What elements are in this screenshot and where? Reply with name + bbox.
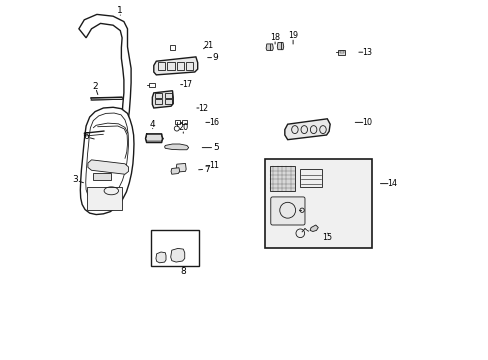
- Polygon shape: [164, 144, 188, 150]
- Text: 14: 14: [386, 179, 396, 188]
- Text: 16: 16: [208, 118, 219, 127]
- Text: 10: 10: [361, 118, 371, 127]
- Bar: [149, 83, 155, 87]
- Bar: [87, 187, 122, 210]
- Text: 1: 1: [117, 6, 123, 15]
- Polygon shape: [153, 57, 197, 75]
- Text: 18: 18: [269, 33, 280, 42]
- Bar: [169, 45, 175, 50]
- Text: 11: 11: [208, 161, 219, 170]
- Text: 7: 7: [203, 165, 209, 174]
- Polygon shape: [88, 160, 128, 174]
- Bar: [270, 166, 294, 191]
- Text: 15: 15: [322, 233, 332, 242]
- Text: 6: 6: [83, 132, 89, 141]
- Polygon shape: [79, 14, 131, 124]
- Text: 9: 9: [212, 53, 218, 62]
- Bar: [164, 99, 171, 104]
- Bar: [158, 62, 165, 70]
- Polygon shape: [91, 97, 122, 100]
- Bar: [164, 93, 171, 98]
- Bar: [265, 159, 371, 248]
- Text: 21: 21: [203, 40, 213, 49]
- Polygon shape: [85, 113, 128, 201]
- Polygon shape: [84, 131, 104, 136]
- Polygon shape: [277, 42, 283, 50]
- FancyBboxPatch shape: [270, 197, 305, 225]
- Bar: [155, 93, 162, 98]
- Bar: [155, 99, 162, 104]
- Bar: [174, 120, 180, 124]
- Bar: [177, 62, 183, 70]
- Text: 2: 2: [92, 82, 98, 91]
- Text: 13: 13: [361, 48, 371, 57]
- Polygon shape: [284, 119, 329, 140]
- Polygon shape: [156, 252, 166, 263]
- Text: 4: 4: [150, 120, 155, 129]
- Bar: [151, 230, 199, 266]
- Text: 12: 12: [198, 104, 208, 112]
- Text: 20: 20: [178, 123, 188, 132]
- Polygon shape: [170, 248, 184, 262]
- Polygon shape: [145, 134, 163, 141]
- Bar: [186, 62, 193, 70]
- Text: 8: 8: [180, 267, 186, 276]
- Text: 17: 17: [182, 80, 192, 89]
- Bar: [182, 120, 186, 124]
- Text: 5: 5: [212, 143, 218, 152]
- Polygon shape: [80, 107, 134, 215]
- Text: 19: 19: [287, 31, 298, 40]
- Bar: [339, 51, 343, 53]
- Polygon shape: [171, 168, 179, 174]
- Polygon shape: [152, 91, 173, 108]
- Polygon shape: [337, 50, 345, 55]
- Bar: [92, 173, 111, 180]
- Polygon shape: [176, 163, 186, 172]
- Bar: [300, 169, 321, 187]
- Polygon shape: [309, 225, 318, 231]
- Text: 3: 3: [72, 175, 78, 184]
- Polygon shape: [265, 44, 273, 50]
- Bar: [167, 62, 174, 70]
